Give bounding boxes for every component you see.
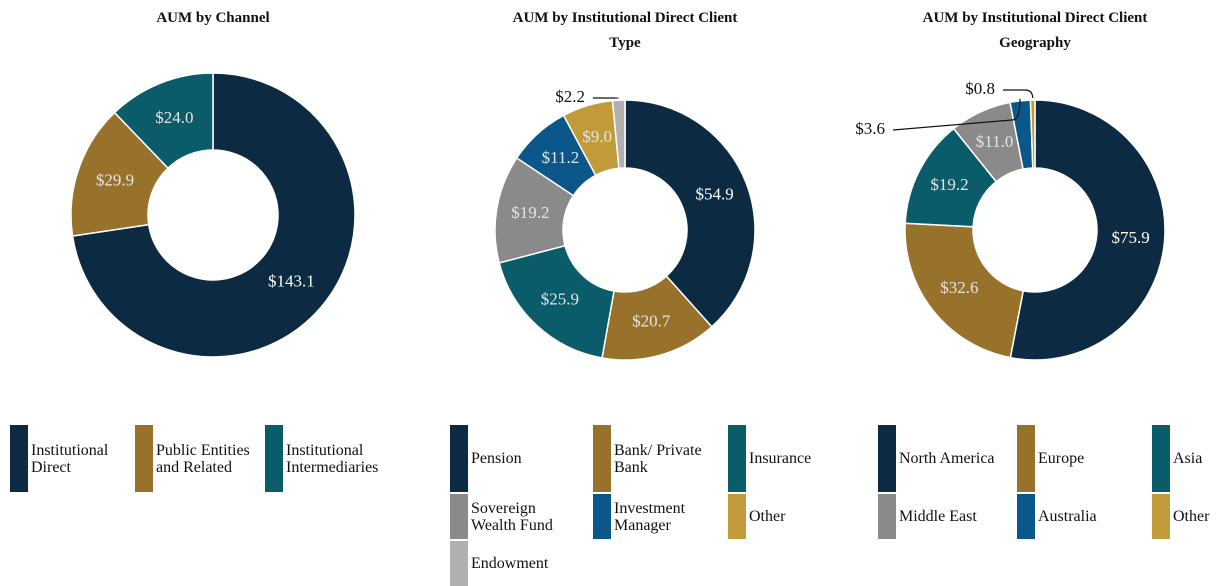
value-label: $75.9 bbox=[1111, 228, 1149, 247]
value-label: $20.7 bbox=[632, 311, 671, 330]
legend-item: Europe bbox=[1017, 425, 1145, 492]
legend-label: Europe bbox=[1038, 450, 1085, 467]
donut-slice bbox=[1029, 99, 1036, 169]
legend-swatch bbox=[450, 494, 468, 539]
legend-label: Pension bbox=[471, 450, 522, 467]
legend-label: Institutional Intermediaries bbox=[286, 441, 379, 476]
legend-swatch bbox=[10, 425, 28, 492]
leader-line bbox=[1003, 89, 1034, 99]
legend-label: Australia bbox=[1038, 508, 1097, 525]
legend-item: Sovereign Wealth Fund bbox=[450, 494, 578, 539]
legend-item: Investment Manager bbox=[593, 494, 721, 539]
donut-slice bbox=[498, 244, 615, 359]
value-label: $11.0 bbox=[976, 132, 1014, 151]
legend-swatch bbox=[728, 494, 746, 539]
legend-swatch bbox=[1017, 494, 1035, 539]
donut-slice bbox=[611, 99, 626, 170]
legend-item: Other bbox=[728, 494, 853, 539]
donut-slice bbox=[904, 222, 1025, 359]
legend-swatch bbox=[1152, 494, 1170, 539]
legend-swatch bbox=[593, 494, 611, 539]
legend-swatch bbox=[728, 425, 746, 492]
legend-swatch bbox=[878, 494, 896, 539]
donut-slice bbox=[624, 99, 756, 328]
legend-item: Insurance bbox=[728, 425, 853, 492]
legend-label: Other bbox=[749, 508, 786, 525]
legend-item: Pension bbox=[450, 425, 578, 492]
legend-swatch bbox=[135, 425, 153, 492]
legend-label: Endowment bbox=[471, 555, 549, 572]
value-label: $0.8 bbox=[965, 79, 995, 98]
value-label: $11.2 bbox=[542, 148, 580, 167]
legend-label: Other bbox=[1173, 508, 1210, 525]
value-label: $25.9 bbox=[541, 289, 579, 308]
value-label: $3.6 bbox=[855, 119, 885, 138]
donut-slice bbox=[71, 72, 356, 358]
legend-swatch bbox=[450, 425, 468, 492]
legend-item: Middle East bbox=[878, 494, 1006, 539]
chart-title: AUM by Institutional Direct Client Type bbox=[512, 10, 738, 51]
leader-line bbox=[892, 98, 1021, 131]
legend-label: Institutional Direct bbox=[31, 441, 109, 476]
legend-item: Endowment bbox=[450, 541, 578, 586]
value-label: $143.1 bbox=[268, 271, 315, 290]
legend-label: Investment Manager bbox=[614, 499, 686, 534]
legend-label: Sovereign Wealth Fund bbox=[471, 499, 553, 534]
legend-label: Asia bbox=[1173, 450, 1203, 467]
value-label: $2.2 bbox=[555, 87, 585, 106]
legend-item: Institutional Intermediaries bbox=[265, 425, 390, 492]
value-label: $19.2 bbox=[511, 203, 549, 222]
legend-swatch bbox=[450, 541, 468, 586]
legend-item: Institutional Direct bbox=[10, 425, 138, 492]
legend-label: Bank/ Private Bank bbox=[614, 441, 702, 476]
legend-swatch bbox=[1152, 425, 1170, 492]
value-label: $24.0 bbox=[155, 108, 193, 127]
legend-swatch bbox=[878, 425, 896, 492]
chart-title: AUM by Channel bbox=[156, 10, 270, 26]
chart-title: AUM by Institutional Direct Client Geogr… bbox=[922, 10, 1148, 51]
legend-item: Bank/ Private Bank bbox=[593, 425, 721, 492]
donut-slice bbox=[113, 72, 214, 170]
legend-item: Other bbox=[1152, 494, 1225, 539]
legend-label: North America bbox=[899, 450, 995, 467]
charts: $143.1 $29.9 $24.0 $54.9 $20.7 $25.9 $19.2 $11.… bbox=[70, 72, 1166, 361]
legend-item: Asia bbox=[1152, 425, 1225, 492]
legend-label: Public Entities and Related bbox=[156, 441, 250, 476]
value-label: $54.9 bbox=[696, 185, 734, 204]
legend-swatch bbox=[1017, 425, 1035, 492]
legend-item: Public Entities and Related bbox=[135, 425, 263, 492]
legend-swatch bbox=[593, 425, 611, 492]
value-label: $32.6 bbox=[940, 278, 978, 297]
legend-item: Australia bbox=[1017, 494, 1145, 539]
legend-item: North America bbox=[878, 425, 1006, 492]
value-label: $9.0 bbox=[582, 127, 612, 146]
donut-slice bbox=[1009, 99, 1166, 361]
value-label: $19.2 bbox=[930, 175, 968, 194]
legend-label: Insurance bbox=[749, 450, 812, 467]
legend-swatch bbox=[265, 425, 283, 492]
value-label: $29.9 bbox=[96, 171, 134, 190]
legend-label: Middle East bbox=[899, 508, 977, 525]
